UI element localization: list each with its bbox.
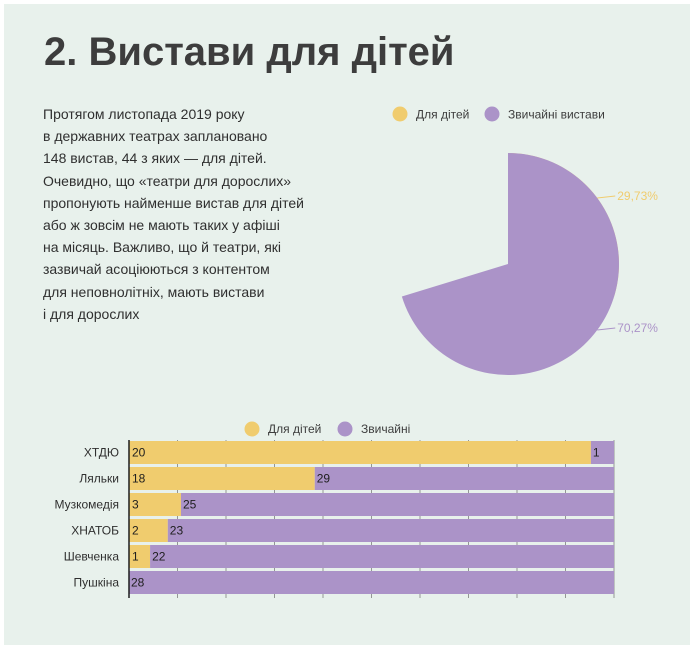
intro-line: 148 вистав, 44 з яких — для дітей. — [43, 150, 267, 167]
page-title: 2. Вистави для дітей — [44, 30, 455, 74]
intro-line: Протягом листопада 2019 року — [43, 106, 245, 122]
intro-line: пропонують найменше вистав для дітей — [43, 194, 305, 211]
intro-line: і для дорослих — [43, 305, 140, 322]
intro-line: або ж зовсім не мають таких у афіші — [43, 217, 280, 234]
intro-line: Очевидно, що «театри для дорослих» — [43, 172, 292, 189]
intro-line: для неповнолітніх, мають вистави — [43, 283, 265, 300]
intro-line: на місяць. Важливо, що й театри, які — [43, 239, 282, 256]
intro-line: зазвичай асоціюються з контентом — [43, 261, 270, 278]
intro-line: в державних театрах заплановано — [43, 128, 268, 145]
intro-text: Протягом листопада 2019 року в державних… — [43, 103, 343, 325]
